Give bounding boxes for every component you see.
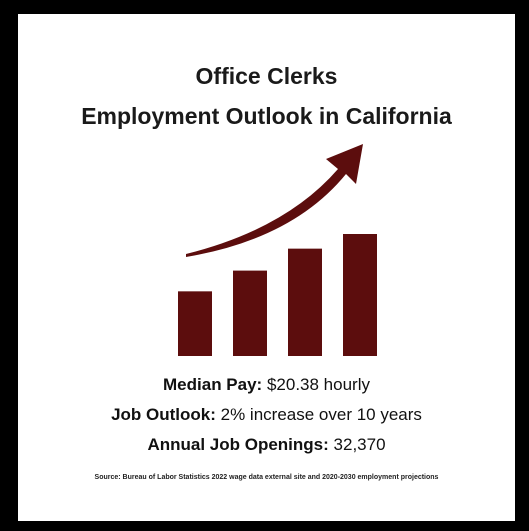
title-outlook: Employment Outlook in California (81, 103, 452, 129)
stat-job-outlook: Job Outlook: 2% increase over 10 years (18, 404, 515, 426)
growth-bar-icon (233, 270, 267, 356)
infographic-card: Office Clerks Employment Outlook in Cali… (18, 14, 515, 521)
stat-median-pay: Median Pay: $20.38 hourly (18, 374, 515, 396)
stat-label: Job Outlook: (111, 405, 216, 424)
upward-arrow-icon (186, 144, 363, 257)
growth-bar-icon (288, 248, 322, 356)
growth-bar-icon (343, 234, 377, 356)
stat-annual-openings: Annual Job Openings: 32,370 (18, 434, 515, 456)
stat-label: Annual Job Openings: (147, 435, 329, 454)
growth-chart-icon (178, 144, 377, 356)
stat-label: Median Pay: (163, 375, 263, 394)
stat-value: 2% increase over 10 years (220, 405, 422, 424)
growth-bar-icon (178, 291, 212, 356)
stat-value: 32,370 (333, 435, 386, 454)
stat-value: $20.38 hourly (266, 375, 370, 394)
title-occupation: Office Clerks (195, 63, 338, 89)
source-note: Source: Bureau of Labor Statistics 2022 … (94, 474, 439, 481)
